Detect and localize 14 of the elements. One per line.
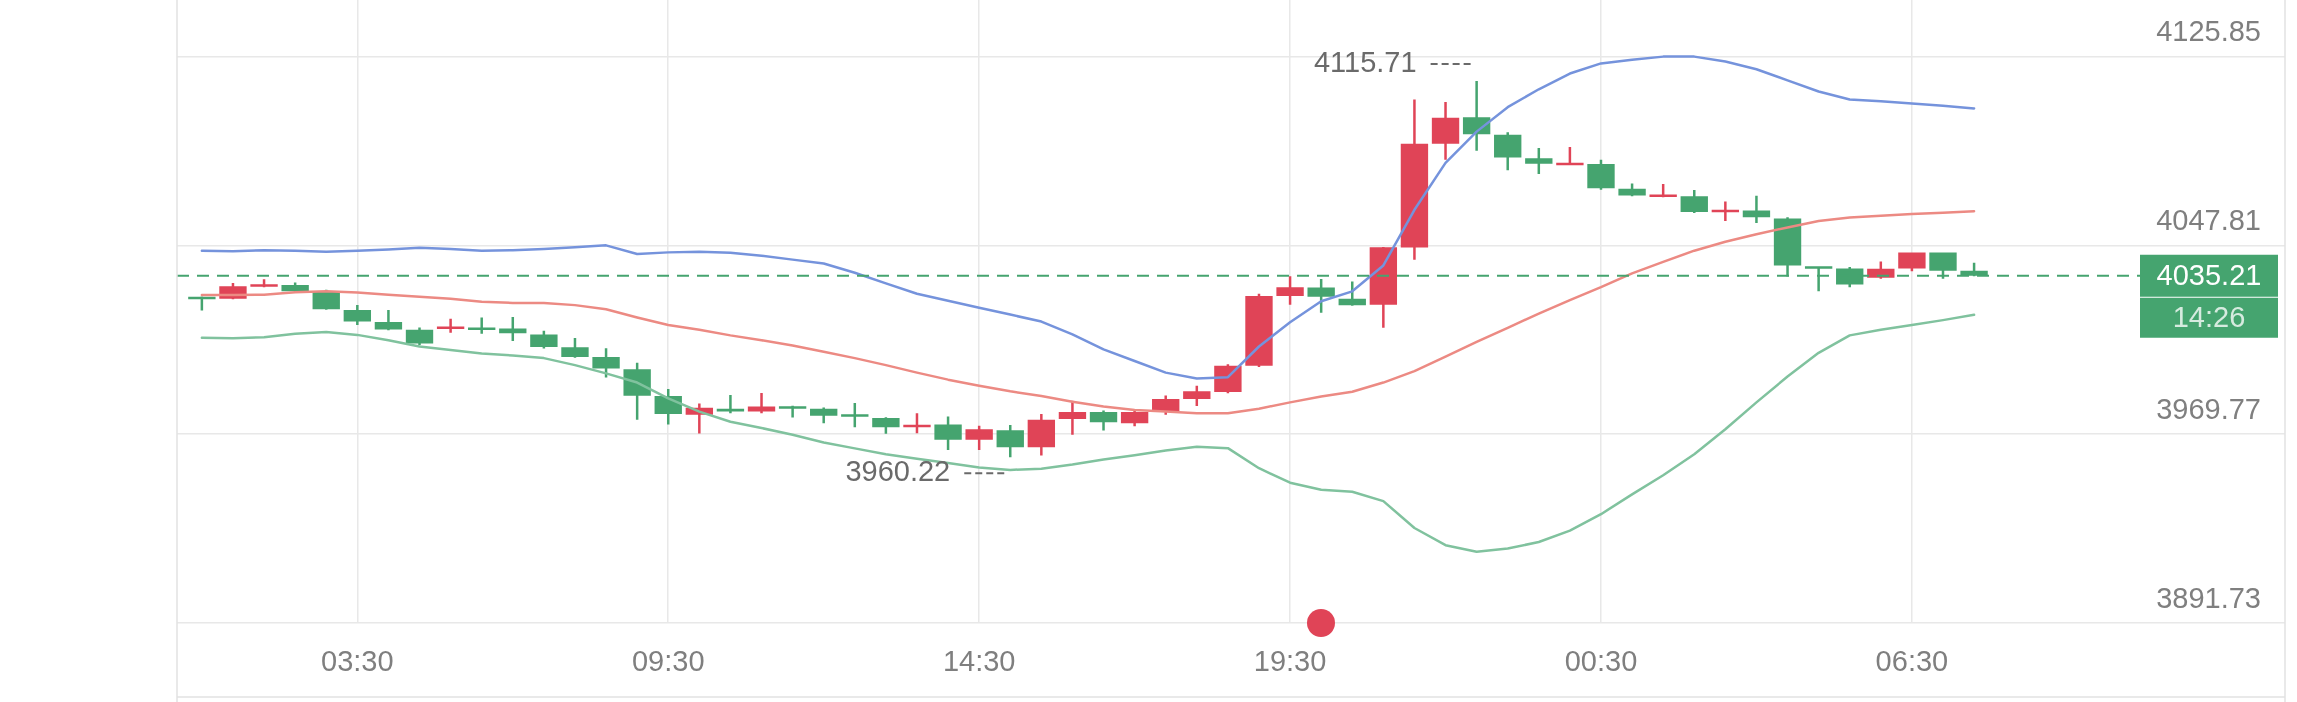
y-tick-label: 4125.85 — [2156, 15, 2261, 48]
annotation: 3960.22 — [845, 455, 951, 488]
y-tick-label: 4047.81 — [2156, 204, 2261, 237]
y-tick-label: 3969.77 — [2156, 393, 2261, 426]
x-tick-label: 09:30 — [631, 645, 705, 678]
x-tick-label: 06:30 — [1875, 645, 1949, 678]
x-tick-label: 03:30 — [321, 645, 394, 678]
y-tick-label: 3891.73 — [2156, 582, 2261, 614]
x-tick-label: 19:30 — [1253, 645, 1327, 678]
annotation: 4115.71 — [1313, 46, 1417, 79]
x-tick-label: 14:30 — [942, 645, 1016, 678]
ref-line-label: 4035.21 — [2156, 258, 2262, 291]
x-tick-label: 00:30 — [1564, 645, 1638, 678]
text: 14:26 — [2172, 300, 2246, 333]
